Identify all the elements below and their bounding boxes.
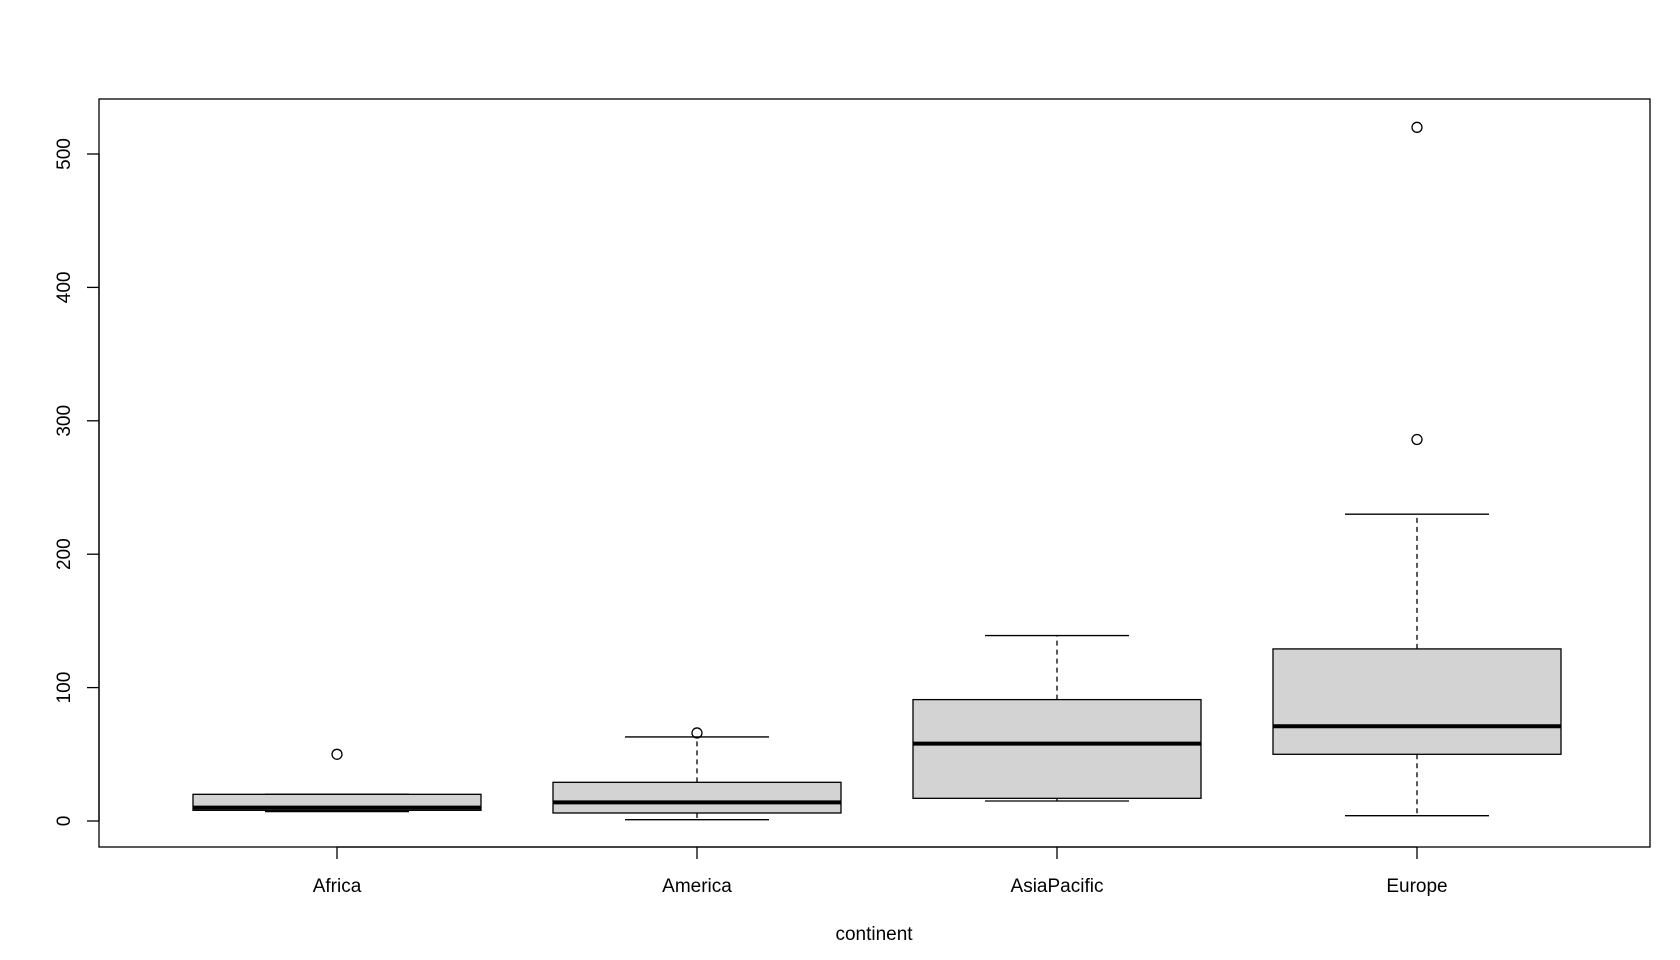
y-tick-label: 300 — [54, 405, 75, 437]
x-tick-label: Africa — [313, 876, 362, 897]
y-tick-label: 100 — [54, 672, 75, 704]
y-tick-label: 0 — [54, 816, 75, 827]
x-tick-label: Europe — [1386, 876, 1447, 897]
box-group — [192, 748, 482, 813]
outlier-point — [331, 748, 343, 760]
x-axis: Africa America AsiaPacific Europe — [313, 846, 1448, 897]
box-group — [552, 727, 842, 821]
y-tick-label: 400 — [54, 272, 75, 304]
iqr-box — [1272, 648, 1562, 755]
x-axis-title: continent — [835, 924, 913, 945]
iqr-box — [552, 781, 842, 814]
boxes-layer — [192, 121, 1562, 821]
y-tick-label: 200 — [54, 538, 75, 570]
iqr-box — [912, 698, 1202, 799]
box-group — [912, 634, 1202, 802]
y-tick-label: 500 — [54, 138, 75, 170]
outlier-point — [691, 727, 703, 739]
x-tick-label: AsiaPacific — [1011, 876, 1104, 897]
outlier-point — [1411, 433, 1423, 446]
outlier-point — [1411, 121, 1423, 133]
x-tick-label: America — [662, 876, 732, 897]
y-axis: 0 100 200 300 400 500 — [54, 138, 100, 827]
box-group — [1272, 121, 1562, 817]
